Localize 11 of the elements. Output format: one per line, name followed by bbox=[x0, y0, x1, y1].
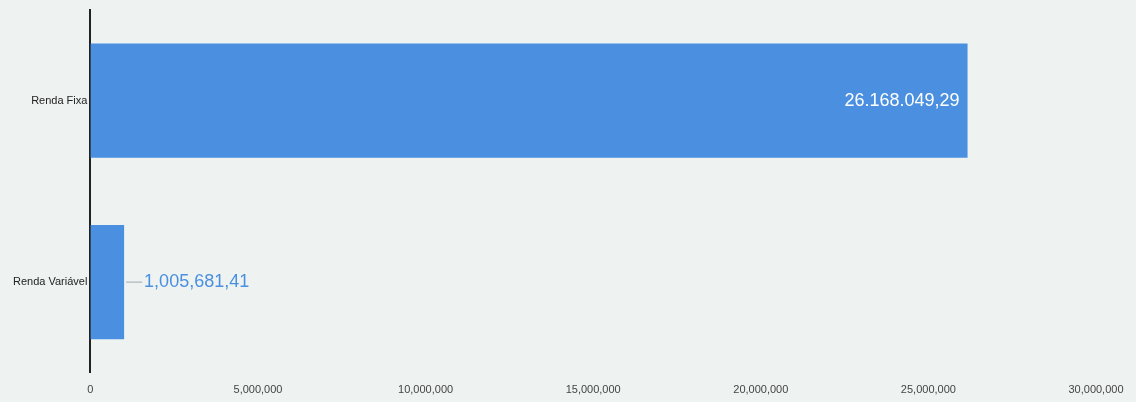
x-tick-label: 0 bbox=[87, 383, 94, 396]
y-tick-label: Renda Fixa bbox=[31, 93, 89, 106]
x-tick-label: 10,000,000 bbox=[398, 383, 454, 396]
x-tick-label: 30,000,000 bbox=[1068, 383, 1124, 396]
data-label: 1,005,681,41 bbox=[144, 271, 250, 292]
x-tick-label: 25,000,000 bbox=[900, 383, 956, 396]
x-tick-label: 15,000,000 bbox=[565, 383, 621, 396]
x-tick-label: 5,000,000 bbox=[233, 383, 283, 396]
x-tick-label: 20,000,000 bbox=[733, 383, 789, 396]
data-label: 26.168.049,29 bbox=[844, 89, 960, 110]
y-tick-label: Renda Variável bbox=[12, 275, 88, 288]
